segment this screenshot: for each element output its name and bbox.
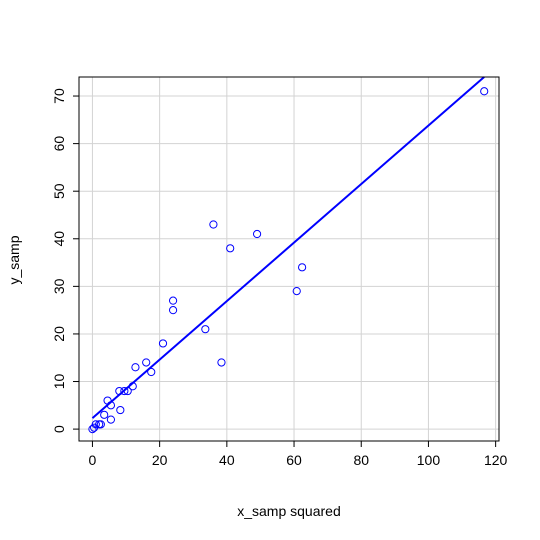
data-point — [217, 358, 226, 367]
data-point — [116, 405, 125, 415]
data-point — [201, 325, 210, 334]
data-point — [209, 220, 218, 229]
data-point — [120, 386, 129, 396]
y-axis-label: y_samp — [6, 235, 22, 284]
y-tick-label: 40 — [51, 231, 67, 247]
fit-line-group — [91, 76, 485, 419]
data-point — [106, 401, 116, 410]
data-point — [123, 386, 132, 396]
data-point — [252, 229, 262, 239]
data-point — [100, 410, 109, 419]
y-tick-label: 70 — [51, 88, 67, 104]
grid — [79, 77, 499, 441]
data-point — [292, 287, 301, 296]
fit-line — [91, 76, 485, 419]
x-tick-label: 80 — [353, 452, 369, 468]
data-point — [147, 367, 156, 377]
data-point — [131, 363, 140, 372]
y-tick-label: 10 — [51, 374, 67, 390]
y-tick-label: 30 — [51, 278, 67, 294]
x-tick-label: 40 — [219, 452, 235, 468]
y-tick-label: 60 — [51, 136, 67, 152]
x-tick-label: 60 — [286, 452, 302, 468]
data-point — [226, 244, 235, 253]
data-point — [96, 420, 105, 429]
x-axis-label: x_samp squared — [237, 503, 341, 519]
points-group — [88, 87, 489, 434]
data-point — [480, 87, 489, 96]
data-point — [298, 263, 307, 272]
data-point — [115, 386, 124, 396]
data-point — [142, 358, 151, 367]
data-point — [128, 382, 137, 391]
plot-frame — [78, 76, 500, 442]
y-axis: 0 10 20 30 40 50 60 70 — [51, 88, 79, 433]
x-tick-label: 120 — [484, 452, 508, 468]
y-tick-label: 0 — [51, 425, 67, 433]
y-tick-label: 50 — [51, 183, 67, 199]
data-point — [91, 420, 100, 429]
data-point — [168, 296, 178, 305]
data-point — [106, 415, 116, 424]
data-point — [158, 339, 168, 348]
x-axis: 0 20 40 60 80 100 120 — [89, 441, 508, 468]
x-tick-label: 0 — [89, 452, 97, 468]
data-point — [168, 306, 178, 315]
x-tick-label: 20 — [152, 452, 168, 468]
y-tick-label: 20 — [51, 326, 67, 342]
x-tick-label: 100 — [417, 452, 441, 468]
